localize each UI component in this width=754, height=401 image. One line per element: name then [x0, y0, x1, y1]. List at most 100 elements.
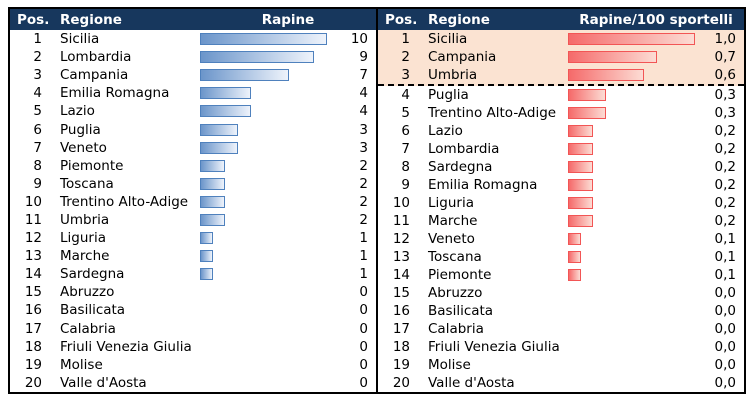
rank-cell: 19: [392, 357, 410, 373]
value-bar: [568, 143, 594, 155]
value-cell: 0,0: [714, 357, 736, 373]
rank-cell: 18: [24, 338, 42, 355]
value-bar: [200, 268, 213, 281]
table-row: 5 Trentino Alto-Adige 0,3: [378, 104, 744, 122]
rank-cell: 3: [33, 67, 42, 84]
region-cell: Sicilia: [428, 31, 468, 47]
region-cell: Puglia: [428, 87, 469, 103]
column-header-regione: Regione: [60, 11, 122, 28]
value-cell: 2: [359, 193, 368, 210]
rank-cell: 16: [392, 303, 410, 319]
table-row: 3 Campania 7: [10, 66, 376, 84]
rank-cell: 7: [33, 139, 42, 156]
rank-cell: 19: [24, 356, 42, 373]
region-cell: Friuli Venezia Giulia: [428, 339, 560, 355]
value-bar: [568, 233, 581, 245]
rank-cell: 13: [24, 248, 42, 265]
table-row: 1 Sicilia 1,0: [378, 30, 744, 48]
value-cell: 0,6: [714, 67, 736, 83]
table-row: 15 Abruzzo 0,0: [378, 284, 744, 302]
rank-cell: 4: [33, 85, 42, 102]
column-header-pos: Pos.: [17, 11, 50, 28]
region-cell: Abruzzo: [60, 284, 115, 301]
region-cell: Abruzzo: [428, 285, 483, 301]
table-row: 11 Marche 0,2: [378, 212, 744, 230]
table-row: 4 Emilia Romagna 4: [10, 84, 376, 102]
region-cell: Toscana: [60, 175, 114, 192]
table-row: 18 Friuli Venezia Giulia 0,0: [378, 338, 744, 356]
bar-cell: [568, 233, 700, 245]
rank-cell: 14: [24, 266, 42, 283]
bar-cell: [568, 215, 700, 227]
region-cell: Lazio: [428, 123, 463, 139]
region-cell: Calabria: [428, 321, 484, 337]
rank-cell: 20: [24, 374, 42, 391]
value-bar: [568, 89, 607, 101]
region-cell: Umbria: [428, 67, 478, 83]
table-row: 6 Lazio 0,2: [378, 122, 744, 140]
rank-cell: 11: [24, 211, 42, 228]
rank-cell: 7: [401, 141, 410, 157]
value-cell: 0,0: [714, 285, 736, 301]
value-bar: [200, 232, 213, 245]
region-cell: Piemonte: [60, 157, 124, 174]
rank-cell: 5: [401, 105, 410, 121]
rank-cell: 18: [392, 339, 410, 355]
value-cell: 1: [359, 230, 368, 247]
value-cell: 0,1: [714, 231, 736, 247]
table-row: 9 Toscana 2: [10, 175, 376, 193]
value-cell: 0,1: [714, 249, 736, 265]
table-rapine-per-sportelli-header: Pos. Regione Rapine/100 sportelli: [378, 9, 744, 30]
bar-cell: [200, 105, 332, 118]
value-cell: 0,2: [714, 195, 736, 211]
rank-cell: 17: [24, 320, 42, 337]
table-row: 7 Lombardia 0,2: [378, 140, 744, 158]
rank-cell: 12: [24, 230, 42, 247]
value-cell: 1,0: [714, 31, 736, 47]
table-row: 13 Marche 1: [10, 247, 376, 265]
bar-cell: [568, 197, 700, 209]
value-bar: [200, 51, 315, 64]
rank-cell: 16: [24, 302, 42, 319]
bar-cell: [200, 69, 332, 82]
table-row: 19 Molise 0: [10, 356, 376, 374]
table-row: 14 Piemonte 0,1: [378, 266, 744, 284]
table-row: 17 Calabria 0: [10, 320, 376, 338]
bar-cell: [200, 213, 332, 226]
value-bar: [200, 177, 226, 190]
region-cell: Trentino Alto-Adige: [60, 193, 189, 210]
region-cell: Veneto: [60, 139, 107, 156]
bar-cell: [200, 33, 332, 46]
table-row: 2 Lombardia 9: [10, 48, 376, 66]
region-cell: Basilicata: [60, 302, 126, 319]
rank-cell: 6: [401, 123, 410, 139]
table-rapine-per-sportelli: Pos. Regione Rapine/100 sportelli 1 Sici…: [376, 9, 744, 392]
region-cell: Valle d'Aosta: [60, 374, 147, 391]
region-cell: Marche: [428, 213, 478, 229]
region-cell: Lombardia: [428, 141, 500, 157]
value-cell: 0,2: [714, 159, 736, 175]
value-bar: [568, 179, 594, 191]
value-bar: [200, 159, 226, 172]
bar-cell: [568, 107, 700, 119]
bar-cell: [568, 51, 700, 63]
region-cell: Lombardia: [60, 49, 132, 66]
value-bar: [568, 251, 581, 263]
value-bar: [568, 125, 594, 137]
bar-cell: [200, 123, 332, 136]
table-row: 17 Calabria 0,0: [378, 320, 744, 338]
value-cell: 0,2: [714, 141, 736, 157]
rank-cell: 17: [392, 321, 410, 337]
column-header-rapine-100-sportelli: Rapine/100 sportelli: [579, 11, 733, 28]
rank-cell: 20: [392, 375, 410, 391]
region-cell: Emilia Romagna: [428, 177, 538, 193]
table-row: 19 Molise 0,0: [378, 356, 744, 374]
value-cell: 4: [359, 103, 368, 120]
bar-cell: [568, 69, 700, 81]
value-cell: 0,0: [714, 375, 736, 391]
value-cell: 0,2: [714, 213, 736, 229]
value-cell: 10: [350, 31, 368, 48]
value-bar: [200, 195, 226, 208]
value-cell: 0,7: [714, 49, 736, 65]
bar-cell: [568, 179, 700, 191]
